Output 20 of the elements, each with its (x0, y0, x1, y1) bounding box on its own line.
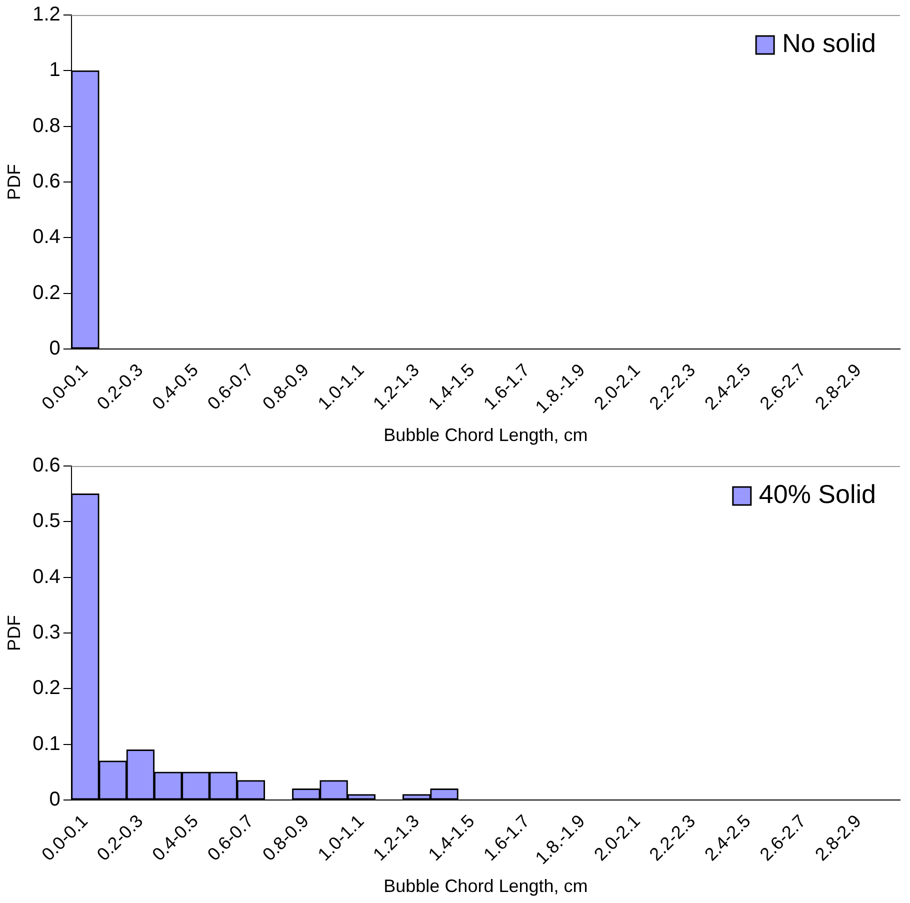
y-tick-label: 0.4 (32, 566, 60, 588)
y-tick-label: 0.4 (32, 226, 60, 248)
y-axis-title: PDF (4, 614, 24, 651)
legend-label: 40% Solid (758, 479, 876, 510)
y-tick-label: 0 (49, 788, 60, 810)
y-axis-title: PDF (4, 164, 24, 200)
y-tick-label: 0 (49, 337, 60, 360)
y-tick-label: 0.3 (32, 622, 60, 644)
x-axis-title: Bubble Chord Length, cm (384, 876, 588, 896)
y-tick-label: 0.2 (32, 282, 60, 304)
y-tick-label: 0.1 (32, 732, 60, 755)
y-tick-label: 0.5 (32, 510, 60, 532)
y-tick-label: 0.6 (32, 170, 60, 192)
y-tick-label: 1.2 (32, 4, 60, 26)
y-tick-label: 1 (49, 59, 60, 82)
y-tick-label: 0.6 (32, 454, 60, 477)
y-tick-label: 0.2 (32, 677, 60, 700)
legend-label: No solid (782, 28, 876, 58)
y-tick-label: 0.8 (32, 114, 60, 137)
x-axis-title: Bubble Chord Length, cm (384, 425, 588, 446)
